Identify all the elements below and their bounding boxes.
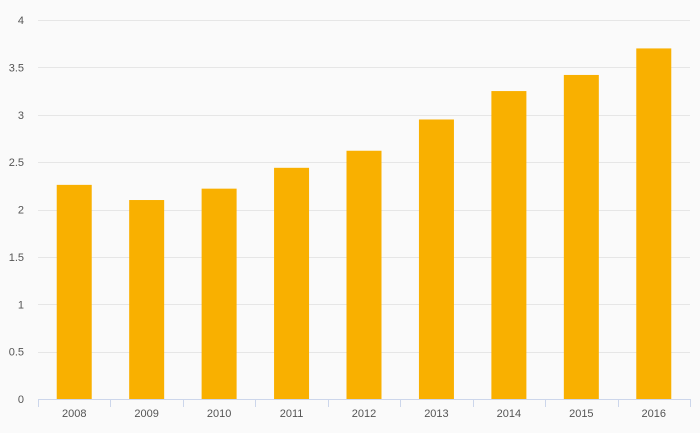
x-tick-label: 2015 [569, 408, 593, 420]
bar-2015[interactable] [563, 74, 599, 399]
bar-2009[interactable] [129, 200, 165, 399]
x-tick-label: 2010 [207, 408, 231, 420]
x-tick-label: 2014 [497, 408, 521, 420]
bars [56, 48, 672, 400]
y-tick-label: 4 [18, 15, 24, 27]
y-tick-label: 0.5 [9, 347, 24, 359]
bar-2016[interactable] [636, 48, 672, 400]
y-tick-label: 2.5 [9, 157, 24, 169]
x-tick-label: 2008 [62, 408, 86, 420]
bar-2012[interactable] [346, 150, 382, 399]
bar-2010[interactable] [201, 188, 237, 399]
y-tick-label: 1 [18, 299, 24, 311]
bar-2011[interactable] [274, 167, 310, 399]
y-tick-label: 1.5 [9, 252, 24, 264]
x-axis [38, 399, 691, 407]
x-axis-tick-labels: 2008 2009 2010 2011 2012 2013 2014 2015 2016 [62, 408, 666, 420]
bar-2014[interactable] [491, 91, 527, 399]
y-tick-label: 3 [18, 110, 24, 122]
x-tick-label: 2016 [642, 408, 666, 420]
y-axis-tick-labels: 0 0.5 1 1.5 2 2.5 3 3.5 4 [9, 15, 24, 406]
y-tick-label: 2 [18, 205, 24, 217]
bar-2013[interactable] [418, 119, 454, 400]
y-tick-label: 0 [18, 394, 24, 406]
x-tick-label: 2011 [280, 408, 304, 420]
x-tick-label: 2009 [134, 408, 158, 420]
bar-2008[interactable] [56, 184, 92, 399]
x-tick-label: 2013 [424, 408, 448, 420]
y-tick-label: 3.5 [9, 62, 24, 74]
x-tick-label: 2012 [352, 408, 376, 420]
